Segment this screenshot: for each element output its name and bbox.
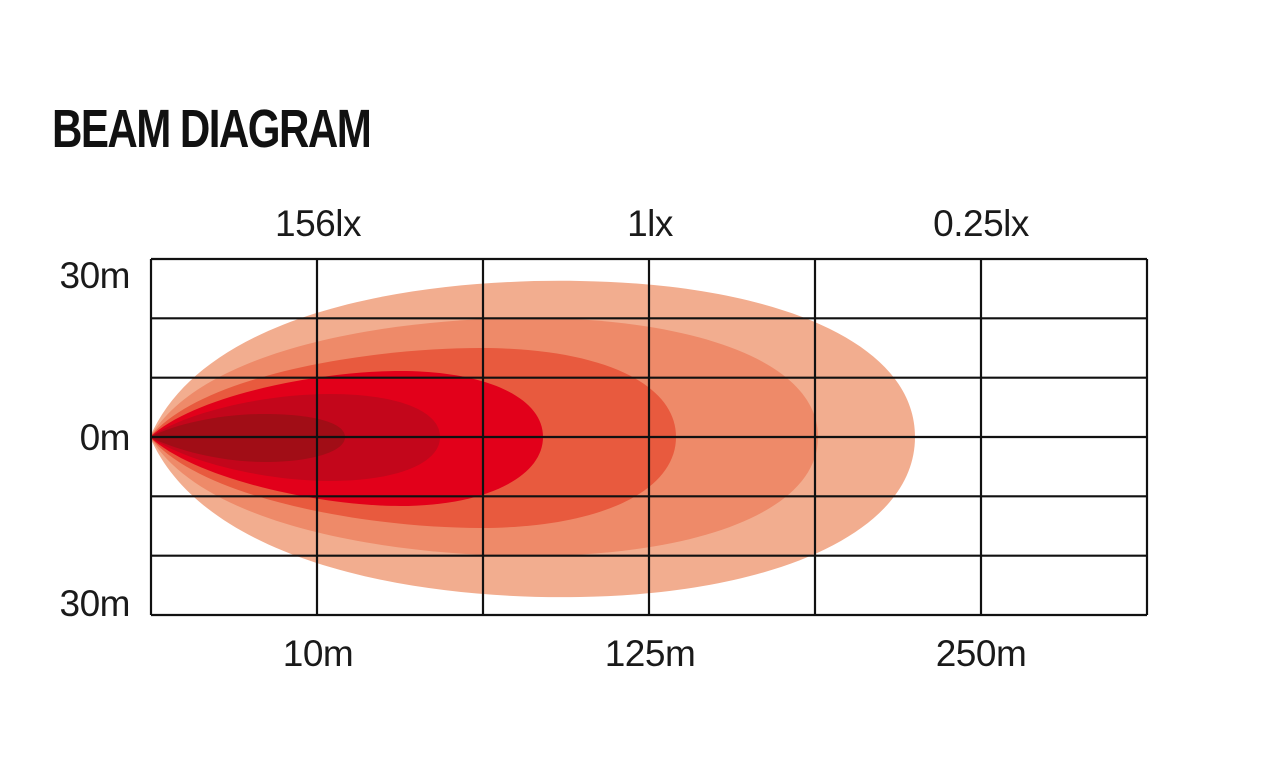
distance-label-10m: 10m <box>282 633 354 674</box>
beam-zones <box>150 280 915 598</box>
diagram-title: BEAM DIAGRAM <box>52 99 372 159</box>
distance-label-125m: 125m <box>604 633 696 674</box>
lux-label-1: 1lx <box>627 203 673 244</box>
y-label-center: 0m <box>79 417 131 458</box>
distance-label-250m: 250m <box>935 633 1027 674</box>
y-label-top: 30m <box>59 255 131 296</box>
y-label-bottom: 30m <box>59 583 131 624</box>
grid <box>149 257 1149 617</box>
lux-label-156: 156lx <box>275 203 361 244</box>
lux-label-0-25: 0.25lx <box>933 203 1029 244</box>
